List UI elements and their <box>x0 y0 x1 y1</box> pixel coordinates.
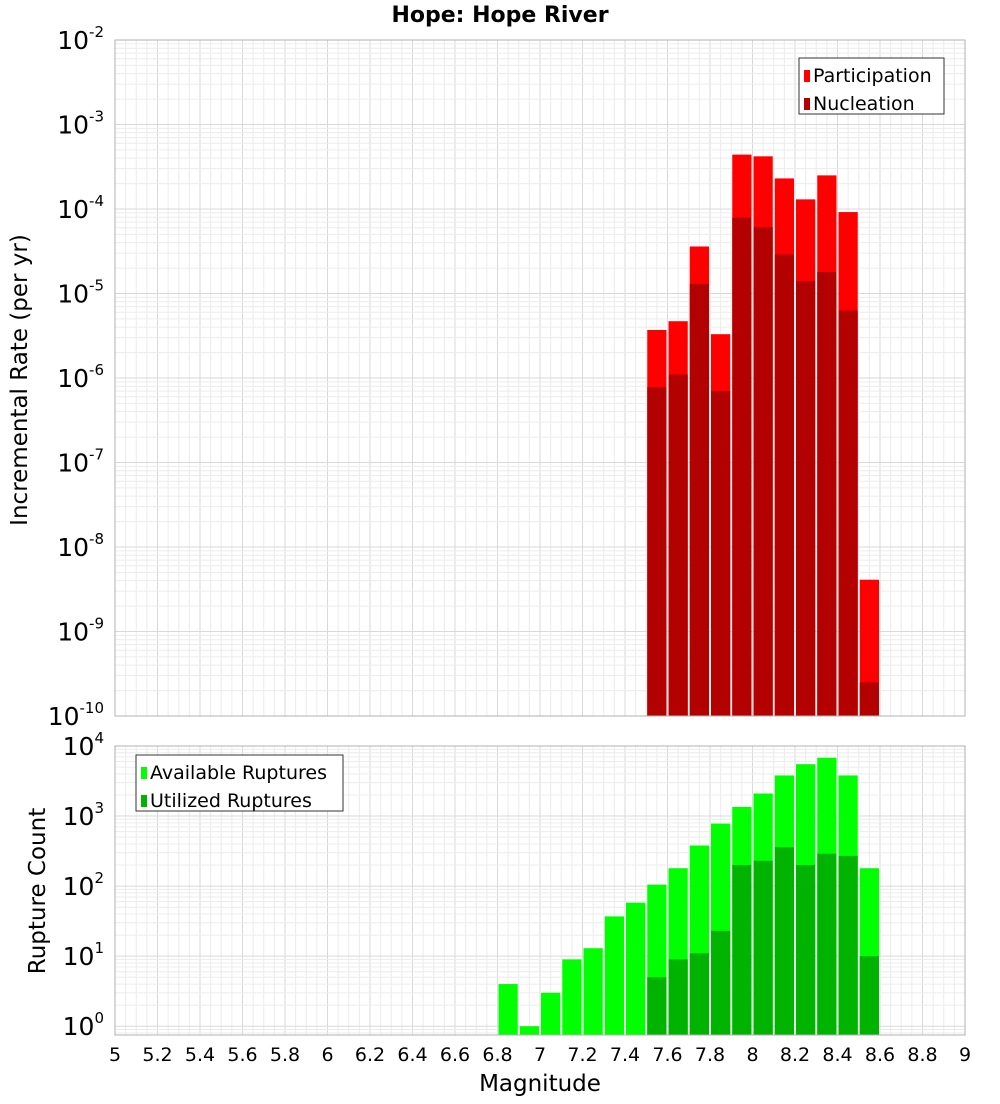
x-tick-label: 8.4 <box>822 1044 852 1066</box>
legend-label: Participation <box>813 65 932 87</box>
rupture-count-panel: 100 101 102 103 104 5 5.2 5.4 5.6 5.8 6 6.2 6.4 6.6 6.… <box>63 729 971 1066</box>
y-tick-label: 103 <box>63 799 104 831</box>
bar-nucleation <box>817 271 837 716</box>
bar-utilized-ruptures <box>732 865 752 1035</box>
x-tick-label: 5 <box>109 1044 121 1066</box>
bar-utilized-ruptures <box>774 847 794 1035</box>
legend-label: Nucleation <box>813 93 915 115</box>
bar-utilized-ruptures <box>647 977 667 1035</box>
bar-nucleation <box>753 227 773 716</box>
bar-utilized-ruptures <box>838 855 858 1035</box>
bar-nucleation <box>711 391 731 716</box>
x-tick-label: 6.4 <box>397 1044 427 1066</box>
legend-label: Available Ruptures <box>150 762 327 784</box>
bar-available-ruptures <box>562 959 582 1035</box>
legend-swatch <box>141 795 147 807</box>
bar-available-ruptures <box>519 1026 539 1035</box>
y-tick-label: 10-6 <box>57 361 104 393</box>
bar-available-ruptures <box>626 902 646 1035</box>
top-y-axis-label: Incremental Rate (per yr) <box>7 234 33 526</box>
y-tick-label: 100 <box>63 1009 104 1041</box>
y-tick-label: 10-2 <box>57 23 104 55</box>
bar-utilized-ruptures <box>668 959 688 1035</box>
plot-frame <box>114 745 966 1036</box>
bar-nucleation <box>732 217 752 716</box>
legend-swatch <box>141 767 147 779</box>
x-tick-label: 7.6 <box>652 1044 682 1066</box>
legend <box>798 57 945 115</box>
bar-available-ruptures <box>604 916 624 1035</box>
x-tick-label: 6 <box>321 1044 333 1066</box>
x-tick-label: 7.4 <box>610 1044 640 1066</box>
y-tick-label: 10-5 <box>57 277 104 309</box>
bar-available-ruptures <box>541 992 561 1035</box>
y-tick-label: 10-10 <box>48 699 104 731</box>
bar-nucleation <box>668 374 688 716</box>
x-tick-label: 8 <box>746 1044 758 1066</box>
x-axis-label: Magnitude <box>479 1071 601 1097</box>
bar-available-ruptures <box>498 984 518 1035</box>
x-tick-label: 6.6 <box>440 1044 470 1066</box>
legend-swatch <box>804 98 810 110</box>
y-tick-label: 101 <box>63 939 104 971</box>
legend-swatch <box>804 70 810 82</box>
x-tick-label: 6.8 <box>482 1044 512 1066</box>
y-tick-label: 104 <box>63 729 104 761</box>
y-tick-label: 10-4 <box>57 192 104 224</box>
bar-nucleation <box>774 254 794 716</box>
bar-available-ruptures <box>583 948 603 1035</box>
x-tick-label: 5.4 <box>185 1044 215 1066</box>
bar-utilized-ruptures <box>859 956 879 1035</box>
x-tick-label: 5.2 <box>142 1044 172 1066</box>
x-tick-label: 6.2 <box>355 1044 385 1066</box>
bar-utilized-ruptures <box>796 865 816 1035</box>
bar-nucleation <box>838 310 858 716</box>
x-tick-label: 7.2 <box>567 1044 597 1066</box>
bar-utilized-ruptures <box>753 860 773 1035</box>
legend <box>135 754 344 812</box>
x-tick-label: 5.6 <box>227 1044 257 1066</box>
y-tick-label: 10-8 <box>57 530 104 562</box>
y-tick-label: 102 <box>63 869 104 901</box>
bar-nucleation <box>647 387 667 716</box>
bar-participation <box>859 579 879 716</box>
x-tick-label: 8.2 <box>780 1044 810 1066</box>
y-tick-label: 10-7 <box>57 446 104 478</box>
plot-frame <box>114 39 966 717</box>
bar-nucleation <box>796 281 816 716</box>
bar-utilized-ruptures <box>689 953 709 1035</box>
bar-utilized-ruptures <box>817 853 837 1035</box>
bar-nucleation <box>859 682 879 716</box>
chart-title: Hope: Hope River <box>391 3 608 28</box>
x-tick-label: 7 <box>534 1044 546 1066</box>
x-tick-label: 8.6 <box>865 1044 895 1066</box>
legend-label: Utilized Ruptures <box>150 790 312 812</box>
x-tick-label: 7.8 <box>695 1044 725 1066</box>
y-tick-label: 10-9 <box>57 615 104 647</box>
bottom-y-axis-label: Rupture Count <box>25 808 51 974</box>
bar-utilized-ruptures <box>711 930 731 1035</box>
y-tick-label: 10-3 <box>57 108 104 140</box>
bar-nucleation <box>689 283 709 716</box>
x-tick-label: 8.8 <box>907 1044 937 1066</box>
x-tick-label: 9 <box>959 1044 971 1066</box>
rate-panel: 10-10 10-9 10-8 10-7 10-6 10-5 10-4 10-3 10-2 Par… <box>48 23 966 731</box>
x-tick-label: 5.8 <box>270 1044 300 1066</box>
